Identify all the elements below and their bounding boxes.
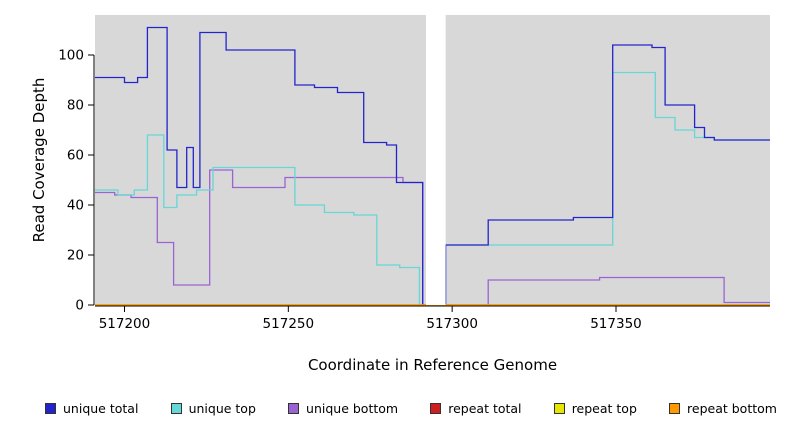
legend-label: repeat bottom (687, 401, 777, 416)
legend-swatch-repeat-total (430, 403, 442, 414)
x-axis-title: Coordinate in Reference Genome (307, 356, 558, 374)
legend-label: unique bottom (306, 401, 399, 416)
series-unique-top (95, 71, 770, 306)
y-tick-label: 0 (75, 298, 84, 314)
legend-label: unique total (63, 401, 139, 416)
coverage-plot: 517200 517250 517300 517350 0 20 40 60 80 100 (58, 15, 770, 332)
legend-item-unique-total: unique total (45, 401, 138, 416)
legend-swatch-unique-bottom (288, 403, 300, 414)
legend-label: repeat total (448, 401, 522, 416)
legend: unique total unique top unique bottom repea… (45, 401, 777, 416)
y-tick-label: 60 (67, 148, 84, 164)
series-unique-bottom (95, 169, 770, 306)
legend-item-repeat-top: repeat top (553, 401, 637, 416)
no-data-gap (425, 15, 446, 305)
legend-swatch-repeat-top (553, 403, 565, 414)
legend-swatch-unique-total (45, 403, 56, 414)
y-tick-label: 40 (67, 198, 84, 214)
x-tick-label: 517200 (99, 316, 151, 332)
y-tick-label: 80 (67, 98, 84, 114)
y-axis-title: Read Coverage Depth (30, 77, 48, 243)
legend-item-unique-top: unique top (170, 401, 256, 416)
legend-item-repeat-bottom: repeat bottom (669, 401, 777, 416)
x-tick-label: 517300 (426, 316, 478, 332)
x-tick-label: 517350 (590, 316, 642, 332)
x-tick-label: 517250 (263, 316, 315, 332)
legend-item-repeat-total: repeat total (430, 401, 522, 416)
y-tick-label: 20 (67, 248, 84, 264)
legend-item-unique-bottom: unique bottom (288, 401, 398, 416)
series-unique-total (95, 26, 770, 306)
legend-swatch-repeat-bottom (669, 403, 681, 414)
y-tick-label: 100 (58, 48, 84, 64)
legend-label: repeat top (571, 401, 637, 416)
legend-label: unique top (188, 401, 256, 416)
legend-swatch-unique-top (170, 403, 182, 414)
